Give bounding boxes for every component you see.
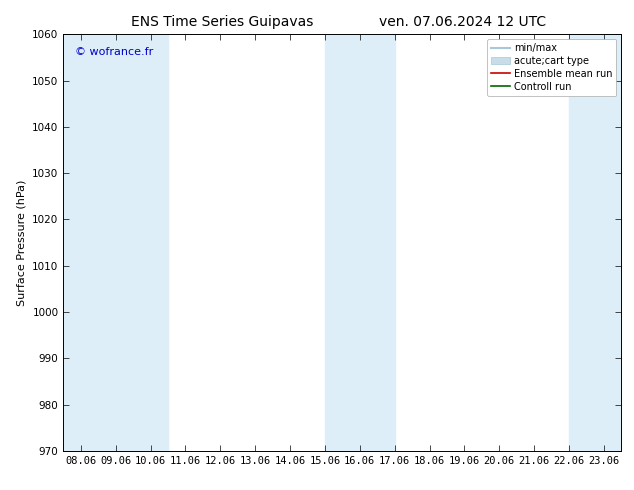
Text: ven. 07.06.2024 12 UTC: ven. 07.06.2024 12 UTC bbox=[379, 15, 547, 29]
Bar bbox=[325, 34, 394, 451]
Y-axis label: Surface Pressure (hPa): Surface Pressure (hPa) bbox=[16, 179, 27, 306]
Bar bbox=[116, 34, 168, 451]
Bar bbox=[63, 34, 115, 451]
Text: © wofrance.fr: © wofrance.fr bbox=[75, 47, 153, 57]
Bar bbox=[569, 34, 621, 451]
Text: ENS Time Series Guipavas: ENS Time Series Guipavas bbox=[131, 15, 313, 29]
Legend: min/max, acute;cart type, Ensemble mean run, Controll run: min/max, acute;cart type, Ensemble mean … bbox=[487, 39, 616, 96]
